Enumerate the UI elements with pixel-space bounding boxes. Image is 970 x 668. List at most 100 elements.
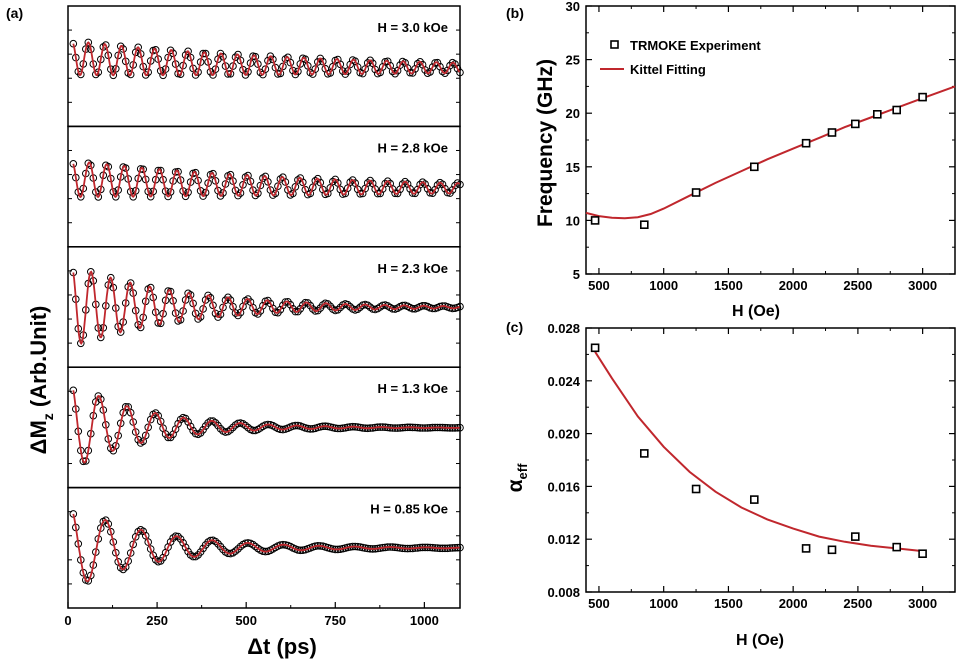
y-tick-label: 0.020: [547, 427, 580, 442]
y-tick-label: 20: [566, 106, 580, 121]
data-point: [319, 185, 327, 194]
data-square: [892, 542, 902, 552]
data-point: [383, 177, 392, 185]
panel-b-ylabel: Frequency (GHz): [534, 59, 557, 227]
data-point: [408, 69, 417, 77]
data-point: [124, 557, 132, 565]
data-square: [749, 162, 759, 172]
data-point: [184, 418, 192, 426]
data-point: [309, 305, 317, 313]
panel-a-ylabel-main: ΔM: [26, 420, 51, 454]
data-point: [433, 181, 442, 189]
panel-c-label: (c): [506, 319, 523, 335]
field-label: H = 2.8 kOe: [378, 140, 448, 155]
fit-line: [72, 161, 461, 199]
data-point: [164, 287, 172, 295]
data-point: [316, 178, 325, 187]
trace-frame: [67, 486, 461, 609]
data-point: [281, 178, 290, 186]
data-point: [366, 303, 375, 312]
data-point: [388, 67, 397, 76]
data-point: [107, 273, 115, 282]
y-tick-label: 0.012: [547, 532, 580, 547]
data-point: [146, 283, 155, 292]
data-point: [441, 184, 449, 193]
fit-line: [72, 390, 460, 464]
data-point: [126, 279, 135, 287]
data-point: [211, 537, 220, 546]
data-point: [428, 63, 437, 71]
legend-label-experiment: TRMOKE Experiment: [630, 38, 761, 53]
data-point: [336, 60, 345, 69]
panel-a-ylabel: ΔMz (Arb.Unit): [26, 306, 56, 455]
data-point: [116, 328, 125, 336]
data-point: [104, 520, 113, 528]
panel-c-xlabel: H (Oe): [736, 632, 784, 649]
y-tick-label: 15: [566, 160, 580, 175]
data-square: [872, 110, 882, 119]
data-point: [186, 422, 195, 431]
data-point: [251, 542, 260, 551]
data-point: [304, 62, 312, 70]
data-point: [363, 179, 372, 187]
data-point: [87, 571, 95, 580]
x-tick-label: 500: [588, 278, 610, 293]
data-point: [319, 57, 327, 66]
data-point: [264, 56, 272, 65]
data-point: [299, 178, 307, 187]
data-point: [314, 174, 322, 183]
data-square: [850, 532, 860, 541]
data-point: [159, 71, 167, 80]
data-point: [77, 70, 85, 79]
field-label: H = 1.3 kOe: [378, 381, 448, 396]
x-tick-label: 1000: [649, 278, 678, 293]
x-tick-label: 2000: [779, 596, 808, 611]
data-point: [201, 296, 210, 304]
data-point: [179, 539, 187, 547]
y-tick-label: 0.028: [547, 321, 580, 336]
data-point: [146, 545, 155, 553]
data-point: [286, 58, 295, 67]
data-point: [216, 424, 225, 433]
data-square: [827, 128, 837, 137]
data-point: [144, 538, 152, 546]
data-point: [144, 423, 152, 432]
data-point: [286, 300, 295, 309]
panel-a-ylabel-tail: (Arb.Unit): [26, 306, 51, 414]
x-tick-label: 250: [146, 613, 168, 628]
data-square: [639, 449, 649, 458]
x-tick-label: 500: [588, 596, 610, 611]
field-label: H = 0.85 kOe: [370, 502, 448, 517]
data-point: [119, 565, 127, 574]
data-point: [251, 191, 260, 200]
data-point: [274, 182, 282, 190]
data-point: [358, 69, 367, 78]
data-point: [176, 70, 185, 78]
data-square: [590, 216, 600, 225]
data-square: [801, 544, 811, 553]
data-point: [398, 180, 407, 188]
data-point: [343, 67, 352, 75]
x-tick-label: 2000: [779, 278, 808, 293]
data-point: [264, 178, 272, 186]
x-tick-label: 750: [324, 613, 346, 628]
fit-curve: [594, 351, 923, 553]
data-square: [749, 495, 759, 504]
data-point: [141, 531, 150, 540]
x-tick-label: 3000: [908, 596, 937, 611]
data-point: [151, 556, 160, 564]
data-square: [827, 545, 837, 555]
fit-line: [72, 41, 461, 77]
data-point: [388, 185, 397, 193]
data-point: [336, 185, 345, 194]
data-point: [296, 174, 305, 182]
data-point: [194, 315, 202, 323]
data-point: [176, 535, 185, 543]
data-point: [166, 538, 175, 546]
y-tick-label: 30: [566, 0, 580, 14]
panel-a-label: (a): [6, 5, 23, 21]
data-point: [151, 409, 160, 417]
y-tick-label: 0.008: [547, 585, 580, 600]
x-tick-label: 2500: [843, 278, 872, 293]
data-point: [226, 296, 235, 304]
